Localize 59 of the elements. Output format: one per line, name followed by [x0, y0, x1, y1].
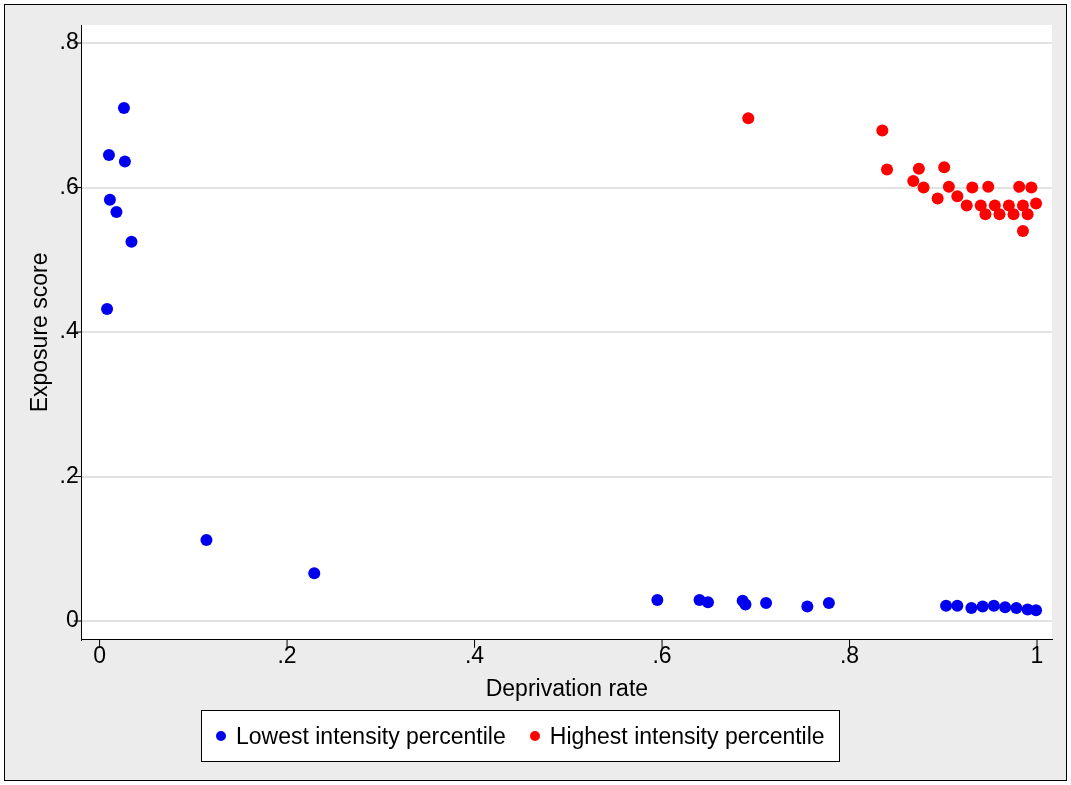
legend-label: Highest intensity percentile: [549, 722, 825, 750]
point: [965, 602, 978, 615]
point: [308, 567, 321, 580]
point: [999, 601, 1012, 614]
point: [1016, 224, 1029, 237]
y-tick-label: .2: [59, 461, 79, 488]
point: [982, 180, 995, 193]
x-tick-label: .6: [652, 641, 672, 668]
point: [960, 199, 973, 212]
point: [117, 102, 130, 115]
point: [993, 208, 1006, 221]
y-tick-label: .4: [59, 317, 79, 344]
point: [110, 206, 123, 219]
point: [931, 192, 944, 205]
point: [760, 596, 773, 609]
point: [739, 598, 752, 611]
point: [801, 600, 814, 613]
x-tick-label: 1: [1030, 641, 1044, 668]
point: [1021, 208, 1034, 221]
point: [917, 181, 930, 194]
x-tick-label: .2: [277, 641, 297, 668]
point: [1007, 208, 1020, 221]
point: [742, 112, 755, 125]
x-axis-title: Deprivation rate: [485, 674, 649, 701]
point: [876, 124, 889, 137]
point: [118, 155, 131, 168]
y-tick-label: .6: [59, 172, 79, 199]
point: [907, 175, 920, 188]
point: [1030, 604, 1043, 617]
y-tick-label: 0: [65, 606, 79, 633]
point: [1013, 180, 1026, 193]
point: [1030, 197, 1043, 210]
point: [125, 235, 138, 248]
x-tick-label: 0: [93, 641, 106, 668]
point: [200, 534, 213, 547]
point: [101, 302, 114, 315]
point: [951, 190, 964, 203]
point: [942, 180, 955, 193]
point: [912, 162, 925, 175]
point: [1025, 181, 1038, 194]
point: [979, 208, 992, 221]
point: [938, 161, 951, 174]
y-tick-label: .8: [59, 28, 79, 55]
point: [881, 163, 894, 176]
point: [987, 599, 1000, 612]
point: [651, 594, 664, 607]
legend-label: Lowest intensity percentile: [236, 722, 506, 750]
point: [976, 600, 989, 613]
point: [701, 596, 714, 609]
x-tick-label: .4: [464, 641, 485, 668]
point: [822, 596, 835, 609]
point: [103, 193, 116, 206]
point: [102, 149, 115, 162]
y-axis-title: Exposure score: [26, 252, 53, 413]
point: [951, 599, 964, 612]
point: [966, 181, 979, 194]
point: [1010, 602, 1023, 615]
x-tick-label: .8: [839, 641, 860, 668]
point: [940, 599, 953, 612]
